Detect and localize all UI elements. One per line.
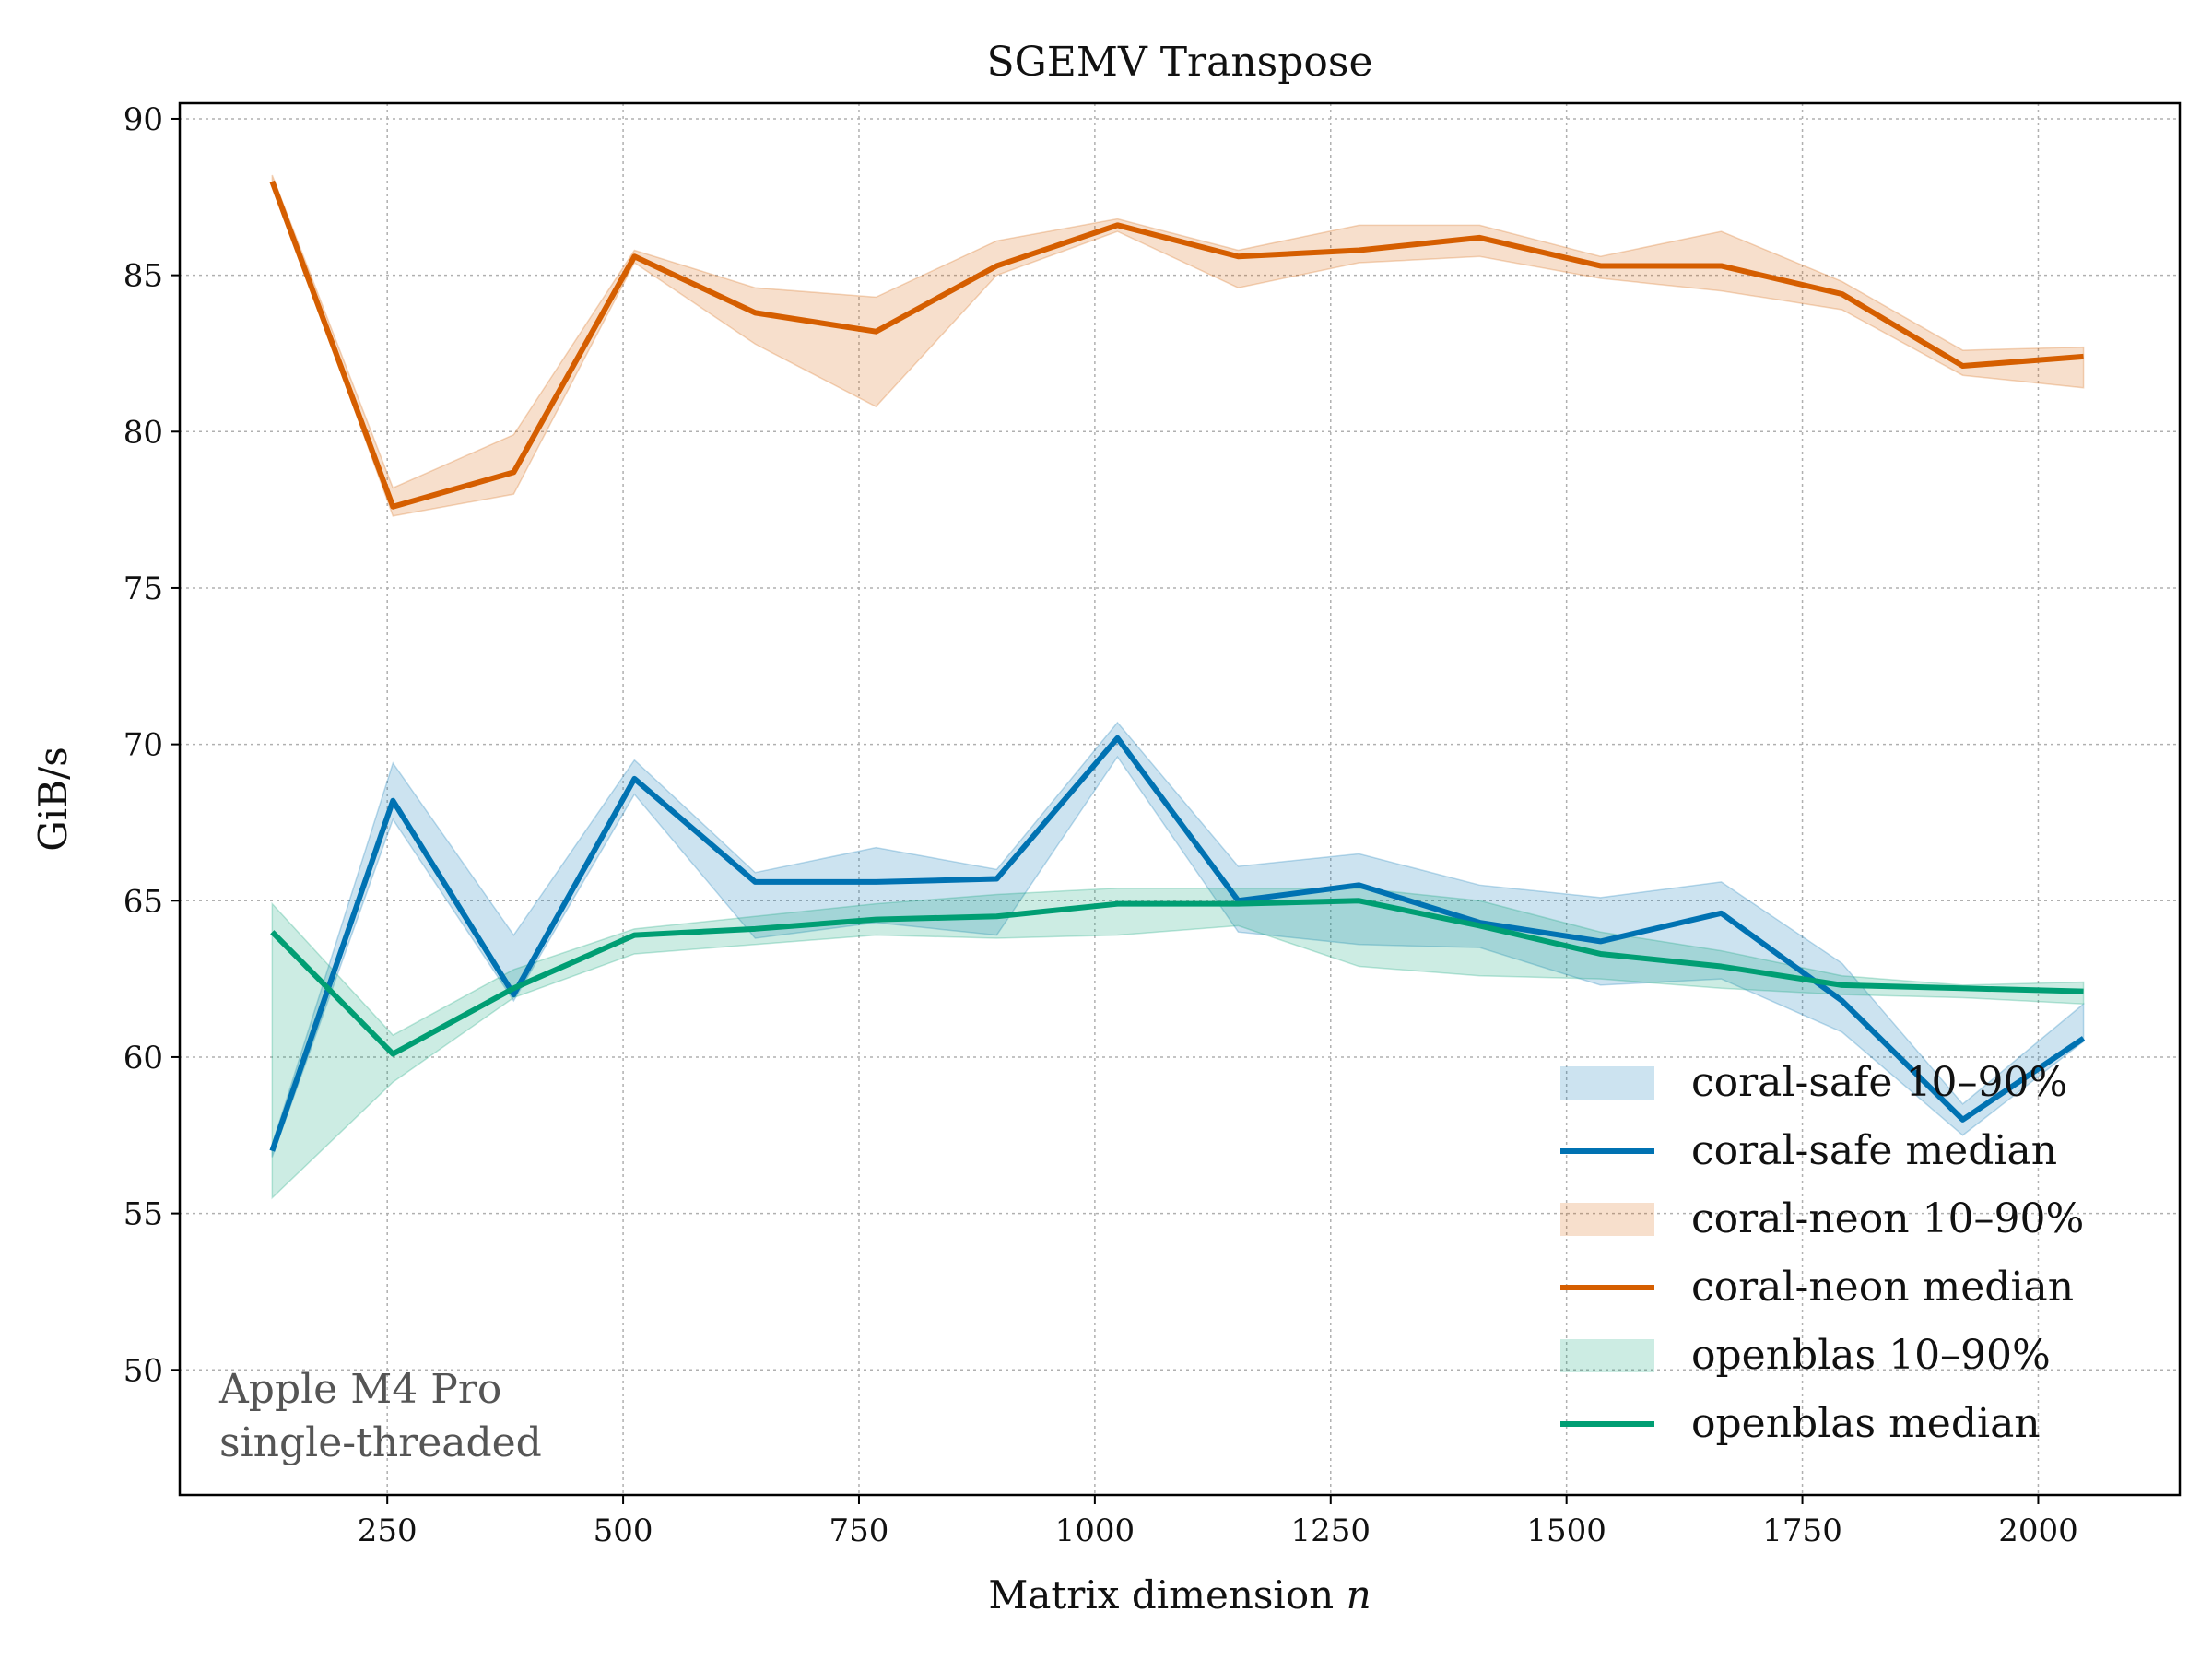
coral-neon-median-line [269, 180, 2084, 510]
annotation-line-1: Apple M4 Pro [218, 1366, 501, 1413]
openblas-band [271, 887, 2085, 1200]
x-axis-label-text: Matrix dimension [988, 1572, 1334, 1618]
chart-title: SGEMV Transpose [986, 39, 1372, 86]
y-tick-label: 50 [124, 1352, 163, 1389]
x-tick-label: 1500 [1526, 1512, 1606, 1549]
x-tick-label: 750 [830, 1512, 889, 1549]
x-tick-label: 500 [594, 1512, 653, 1549]
coral-safe-median-line [269, 735, 2086, 1152]
x-tick-label: 1250 [1291, 1512, 1371, 1549]
coral-neon-band-legend-label: coral-neon 10–90% [1691, 1195, 2084, 1242]
openblas-band-legend-label: openblas 10–90% [1691, 1332, 2051, 1379]
coral-safe-median-legend-label: coral-safe median [1691, 1127, 2057, 1174]
legend: coral-safe 10–90% coral-safe median coral-… [1560, 1059, 2084, 1447]
x-tick-label: 2000 [1998, 1512, 2078, 1549]
y-tick-label: 70 [124, 727, 163, 764]
x-axis-label: Matrix dimension n [988, 1572, 1371, 1618]
coral-neon-band-legend-swatch [1560, 1203, 1654, 1236]
y-tick-label: 60 [124, 1040, 163, 1077]
openblas-median-legend-label: openblas median [1691, 1400, 2041, 1447]
coral-safe-band-legend-label: coral-safe 10–90% [1691, 1059, 2067, 1106]
coral-neon-median-legend-label: coral-neon median [1691, 1264, 2074, 1311]
y-tick-label: 75 [124, 571, 163, 607]
gridlines [180, 103, 2180, 1495]
x-tick-label: 1000 [1055, 1512, 1135, 1549]
coral-neon-band [271, 174, 2085, 517]
axis-ticks: 250 500 750 1000 1250 1500 1750 2000 50 55 60 65 70 7… [124, 101, 2078, 1549]
plot-frame [178, 101, 2182, 1497]
openblas-band-legend-swatch [1560, 1339, 1654, 1372]
y-tick-label: 65 [124, 883, 163, 920]
coral-safe-band-legend-swatch [1560, 1066, 1654, 1100]
y-tick-label: 85 [124, 258, 163, 295]
x-tick-label: 1750 [1762, 1512, 1842, 1549]
annotation-line-2: single-threaded [219, 1419, 542, 1466]
hardware-annotation: Apple M4 Pro single-threaded [218, 1366, 542, 1466]
x-tick-label: 250 [358, 1512, 418, 1549]
x-axis-label-variable: n [1347, 1572, 1371, 1618]
openblas-median-line [270, 898, 2084, 1057]
y-tick-label: 90 [124, 101, 163, 138]
median-lines [269, 180, 2086, 1152]
y-tick-label: 80 [124, 414, 163, 451]
y-tick-label: 55 [124, 1196, 163, 1233]
y-axis-label: GiB/s [30, 747, 76, 852]
